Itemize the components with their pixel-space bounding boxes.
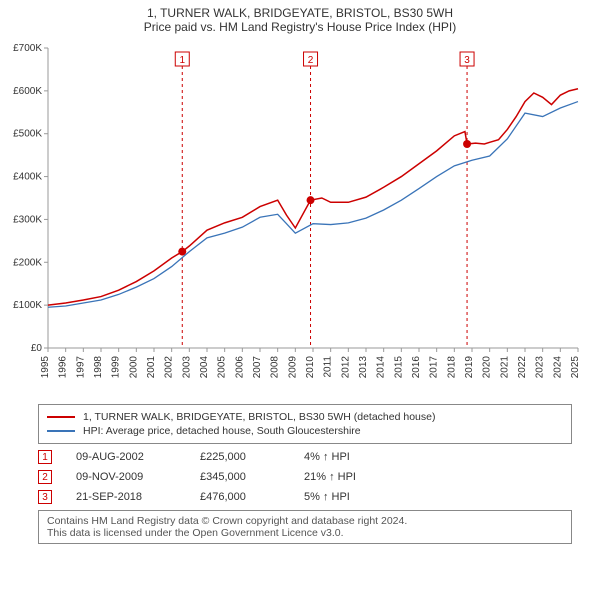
chart-svg: £0 £100K £200K £300K £400K £500K £600K £700K 199…: [0, 38, 600, 398]
footer-line-2: This data is licensed under the Open Gov…: [47, 527, 563, 539]
svg-text:£0: £0: [31, 343, 43, 354]
svg-text:3: 3: [464, 55, 470, 66]
transaction-marker-icon: 2: [38, 470, 52, 484]
svg-text:2001: 2001: [146, 356, 157, 379]
chart-area: £0 £100K £200K £300K £400K £500K £600K £700K 199…: [0, 38, 600, 398]
svg-text:2016: 2016: [411, 356, 422, 379]
svg-text:2003: 2003: [181, 356, 192, 379]
svg-text:2017: 2017: [429, 356, 440, 379]
svg-text:2004: 2004: [199, 356, 210, 379]
svg-text:2022: 2022: [517, 356, 528, 379]
svg-text:£400K: £400K: [13, 172, 42, 183]
svg-text:2010: 2010: [305, 356, 316, 379]
attribution-footer: Contains HM Land Registry data © Crown c…: [38, 510, 572, 544]
transaction-row: 1 09-AUG-2002 £225,000 4% ↑ HPI: [38, 450, 572, 464]
transaction-hpi: 21% ↑ HPI: [304, 471, 384, 483]
legend-row: HPI: Average price, detached house, Sout…: [47, 425, 563, 437]
chart-title-2: Price paid vs. HM Land Registry's House …: [0, 20, 600, 34]
legend-label: HPI: Average price, detached house, Sout…: [83, 425, 361, 437]
svg-text:2009: 2009: [287, 356, 298, 379]
svg-text:2006: 2006: [234, 356, 245, 379]
svg-text:2019: 2019: [464, 356, 475, 379]
svg-text:1995: 1995: [40, 356, 51, 379]
transaction-price: £225,000: [200, 451, 280, 463]
svg-text:£100K: £100K: [13, 300, 42, 311]
svg-text:2012: 2012: [340, 356, 351, 379]
svg-text:2020: 2020: [482, 356, 493, 379]
svg-text:£200K: £200K: [13, 257, 42, 268]
svg-text:2018: 2018: [446, 356, 457, 379]
transaction-price: £476,000: [200, 491, 280, 503]
transaction-row: 3 21-SEP-2018 £476,000 5% ↑ HPI: [38, 490, 572, 504]
svg-text:£700K: £700K: [13, 43, 42, 54]
svg-text:1: 1: [179, 55, 185, 66]
svg-text:2007: 2007: [252, 356, 263, 379]
svg-text:2025: 2025: [570, 356, 581, 379]
transaction-date: 21-SEP-2018: [76, 491, 176, 503]
svg-text:2002: 2002: [164, 356, 175, 379]
legend-swatch: [47, 430, 75, 432]
chart-title-1: 1, TURNER WALK, BRIDGEYATE, BRISTOL, BS3…: [0, 6, 600, 20]
transaction-price: £345,000: [200, 471, 280, 483]
transaction-date: 09-NOV-2009: [76, 471, 176, 483]
svg-text:1998: 1998: [93, 356, 104, 379]
svg-text:2021: 2021: [499, 356, 510, 379]
svg-text:£300K: £300K: [13, 214, 42, 225]
transaction-marker-icon: 3: [38, 490, 52, 504]
transaction-hpi: 5% ↑ HPI: [304, 491, 384, 503]
svg-text:1999: 1999: [111, 356, 122, 379]
footer-line-1: Contains HM Land Registry data © Crown c…: [47, 515, 563, 527]
svg-text:2023: 2023: [535, 356, 546, 379]
transactions-table: 1 09-AUG-2002 £225,000 4% ↑ HPI 2 09-NOV-2009…: [38, 450, 572, 504]
svg-text:2: 2: [308, 55, 314, 66]
svg-text:2015: 2015: [393, 356, 404, 379]
legend-row: 1, TURNER WALK, BRIDGEYATE, BRISTOL, BS3…: [47, 411, 563, 423]
transaction-date: 09-AUG-2002: [76, 451, 176, 463]
transaction-hpi: 4% ↑ HPI: [304, 451, 384, 463]
legend-label: 1, TURNER WALK, BRIDGEYATE, BRISTOL, BS3…: [83, 411, 435, 423]
legend-swatch: [47, 416, 75, 418]
transaction-marker-icon: 1: [38, 450, 52, 464]
svg-text:2024: 2024: [552, 356, 563, 379]
svg-text:1996: 1996: [58, 356, 69, 379]
svg-text:2013: 2013: [358, 356, 369, 379]
svg-text:2014: 2014: [376, 356, 387, 379]
svg-text:£500K: £500K: [13, 129, 42, 140]
svg-text:2011: 2011: [323, 356, 334, 378]
svg-text:£600K: £600K: [13, 86, 42, 97]
legend: 1, TURNER WALK, BRIDGEYATE, BRISTOL, BS3…: [38, 404, 572, 444]
svg-text:2008: 2008: [270, 356, 281, 379]
svg-text:2000: 2000: [128, 356, 139, 379]
svg-text:2005: 2005: [217, 356, 228, 379]
svg-text:1997: 1997: [75, 356, 86, 379]
transaction-row: 2 09-NOV-2009 £345,000 21% ↑ HPI: [38, 470, 572, 484]
